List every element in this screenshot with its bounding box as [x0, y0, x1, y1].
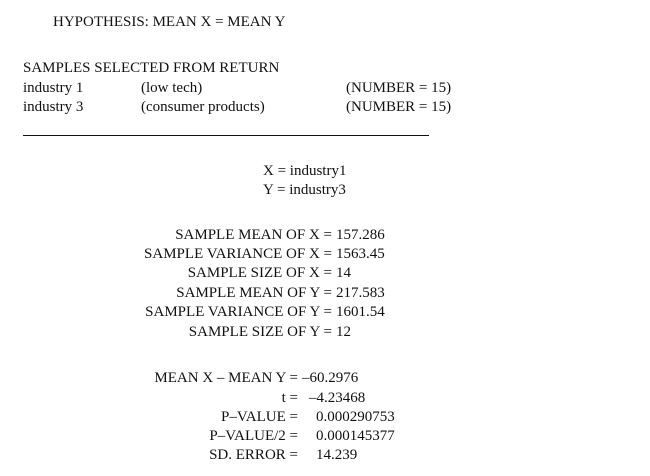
result-value-mean-diff: –60.2976 — [302, 370, 359, 386]
result-value-p-value-half: 0.000145377 — [316, 428, 395, 444]
result-label-t: t = — [281, 390, 298, 406]
result-value-t: –4.23468 — [309, 390, 366, 406]
stat-label-mean-y: SAMPLE MEAN OF Y = — [176, 285, 332, 301]
sample-2-name: industry 3 — [23, 99, 84, 115]
stat-value-variance-x: 1563.45 — [336, 246, 385, 262]
sample-1-desc: (low tech) — [141, 80, 203, 96]
stat-value-size-y: 12 — [336, 324, 351, 340]
stat-label-variance-y: SAMPLE VARIANCE OF Y = — [145, 304, 332, 320]
sample-1-count: (NUMBER = 15) — [346, 80, 452, 96]
result-value-sd-error: 14.239 — [316, 447, 358, 463]
stat-value-variance-y: 1601.54 — [336, 304, 385, 320]
samples-heading: SAMPLES SELECTED FROM RETURN — [23, 60, 280, 76]
result-label-sd-error: SD. ERROR = — [209, 447, 298, 463]
result-label-p-value-half: P–VALUE/2 = — [209, 428, 298, 444]
stat-label-size-x: SAMPLE SIZE OF X = — [187, 265, 332, 281]
sample-2-count: (NUMBER = 15) — [346, 99, 452, 115]
sample-1-name: industry 1 — [23, 80, 84, 96]
stat-label-mean-x: SAMPLE MEAN OF X = — [175, 227, 332, 243]
definition-y: Y = industry3 — [263, 182, 346, 198]
result-label-mean-diff: MEAN X – MEAN Y = — [154, 370, 298, 386]
stat-value-size-x: 14 — [336, 265, 351, 281]
hypothesis-heading: HYPOTHESIS: MEAN X = MEAN Y — [53, 14, 286, 30]
stat-value-mean-y: 217.583 — [336, 285, 385, 301]
stat-value-mean-x: 157.286 — [336, 227, 385, 243]
stat-label-variance-x: SAMPLE VARIANCE OF X = — [144, 246, 332, 262]
result-label-p-value: P–VALUE = — [221, 409, 298, 425]
sample-2-desc: (consumer products) — [141, 99, 265, 115]
stat-label-size-y: SAMPLE SIZE OF Y = — [188, 324, 332, 340]
result-value-p-value: 0.000290753 — [316, 409, 395, 425]
separator-line — [23, 135, 429, 136]
definition-x: X = industry1 — [263, 163, 347, 179]
